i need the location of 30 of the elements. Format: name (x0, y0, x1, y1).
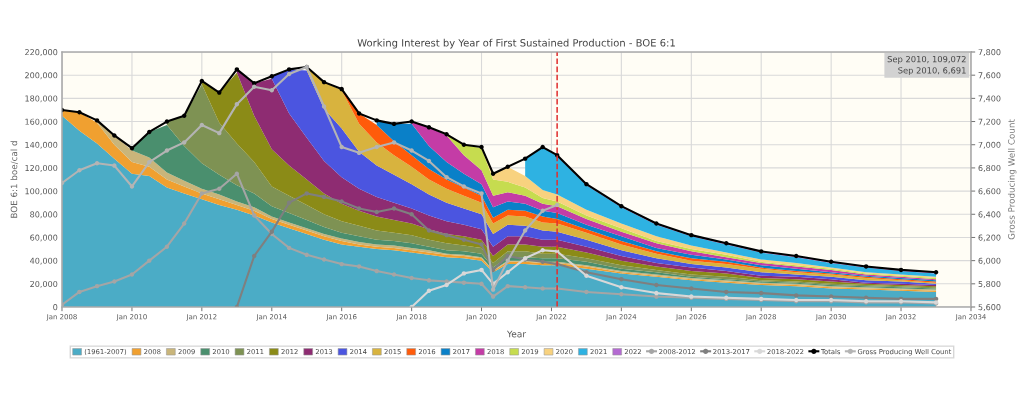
y-tick-label: 60,000 (30, 234, 58, 242)
y-tick-label: 220,000 (25, 49, 58, 56)
y2-tick-label: 5,600 (978, 304, 1001, 311)
annotation: Sep 2010, 6,691 (898, 67, 966, 76)
y-tick-label: 180,000 (25, 95, 58, 103)
y-tick-label: 140,000 (25, 141, 58, 149)
y2-tick-label: 7,000 (978, 141, 1001, 149)
y2-tick-label: 6,600 (978, 188, 1001, 196)
y-tick-label: 40,000 (30, 257, 58, 265)
y-tick-label: 120,000 (25, 164, 58, 172)
y2-tick-label: 6,000 (978, 257, 1001, 265)
y2-tick-label: 6,800 (978, 164, 1001, 172)
chart-title: Working Interest by Year of First Sustained Production - BOE 6:1 (357, 38, 675, 49)
y2-tick-label: 7,200 (978, 118, 1001, 126)
y-tick-label: 0 (53, 304, 58, 311)
y-tick-label: 100,000 (25, 188, 58, 196)
y2-tick-label: 7,800 (978, 49, 1001, 56)
y-tick-label: 160,000 (25, 118, 58, 126)
y2-tick-label: 5,800 (978, 280, 1001, 288)
y-tick-label: 80,000 (30, 211, 58, 219)
y2-tick-label: 7,400 (978, 95, 1001, 103)
x-axis-title: Year (506, 330, 527, 338)
y2-tick-label: 7,600 (978, 72, 1001, 80)
y-axis-title: BOE 6:1 boe/cal d (10, 141, 18, 218)
y-tick-label: 20,000 (30, 280, 58, 288)
annotation: Sep 2010, 109,072 (887, 55, 966, 64)
y2-tick-label: 6,200 (978, 234, 1001, 242)
y2-tick-label: 6,400 (978, 211, 1001, 219)
y2-axis-title: Gross Producing Well Count (1007, 119, 1017, 240)
y-tick-label: 200,000 (25, 72, 58, 80)
